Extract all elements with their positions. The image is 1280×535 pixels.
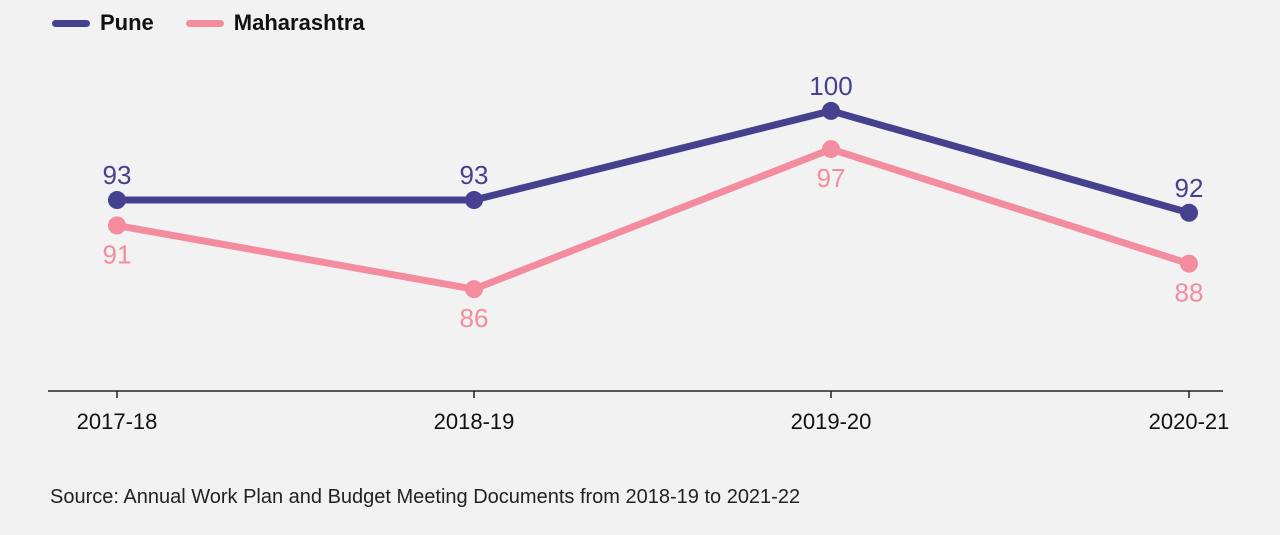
data-point-maharashtra xyxy=(822,140,840,159)
legend-label-pune: Pune xyxy=(100,10,154,35)
x-tick-label: 2020-21 xyxy=(1149,409,1230,434)
data-point-pune xyxy=(1180,203,1198,222)
legend-swatch-pune xyxy=(52,19,90,27)
data-point-pune xyxy=(822,101,840,120)
data-label-pune: 93 xyxy=(460,160,489,190)
series-line-pune xyxy=(113,107,1193,217)
data-label-maharashtra: 88 xyxy=(1175,278,1204,308)
data-label-maharashtra: 91 xyxy=(103,240,132,270)
legend-label-maharashtra: Maharashtra xyxy=(233,10,365,35)
data-point-maharashtra xyxy=(108,216,126,235)
data-label-pune: 92 xyxy=(1175,173,1204,203)
data-label-pune: 100 xyxy=(809,71,852,101)
data-label-maharashtra: 86 xyxy=(460,303,489,333)
data-point-maharashtra xyxy=(1180,254,1198,273)
data-point-pune xyxy=(465,191,483,210)
data-point-maharashtra xyxy=(465,280,483,299)
x-tick-label: 2019-20 xyxy=(791,409,872,434)
data-label-pune: 93 xyxy=(103,160,132,190)
legend-item-maharashtra: Maharashtra xyxy=(185,10,365,36)
series-line-maharashtra xyxy=(113,145,1193,293)
x-tick-label: 2018-19 xyxy=(434,409,515,434)
x-tick-label: 2017-18 xyxy=(77,409,158,434)
source-note: Source: Annual Work Plan and Budget Meet… xyxy=(50,486,801,508)
legend-swatch-maharashtra xyxy=(185,19,224,27)
legend: Pune Maharashtra xyxy=(52,10,397,36)
data-point-pune xyxy=(108,191,126,210)
legend-item-pune: Pune xyxy=(52,10,154,36)
data-label-maharashtra: 97 xyxy=(817,163,846,193)
